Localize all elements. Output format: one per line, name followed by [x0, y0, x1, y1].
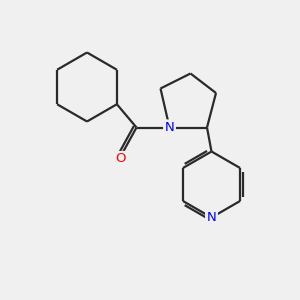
Text: N: N: [165, 121, 174, 134]
Text: O: O: [115, 152, 125, 166]
Text: N: N: [207, 211, 216, 224]
